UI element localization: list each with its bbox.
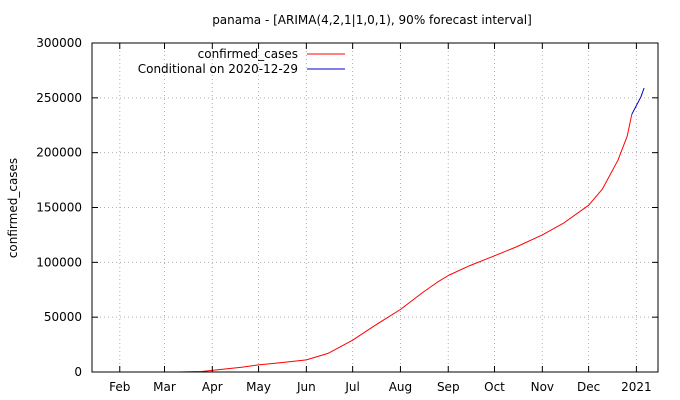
- x-tick-label: 2021: [621, 380, 652, 394]
- y-tick-label: 200000: [36, 146, 82, 160]
- x-tick-labels: Feb Mar Apr May Jun Jul Aug Sep Oct Nov Dec 2021: [109, 380, 652, 394]
- y-tick-label: 100000: [36, 255, 82, 269]
- y-tick-labels: 0 50000 100000 150000 200000 250000 300000: [36, 36, 82, 379]
- x-tick-label: Jul: [344, 380, 359, 394]
- grid: [92, 43, 658, 372]
- x-tick-label: May: [246, 380, 271, 394]
- y-tick-label: 250000: [36, 91, 82, 105]
- x-tick-label: Oct: [484, 380, 505, 394]
- x-tick-label: Apr: [202, 380, 223, 394]
- chart-title: panama - [ARIMA(4,2,1|1,0,1), 90% foreca…: [212, 13, 532, 27]
- x-tick-label: Feb: [109, 380, 130, 394]
- series-line-1: [631, 87, 645, 115]
- series-layer: [178, 87, 645, 373]
- legend: confirmed_cases Conditional on 2020-12-2…: [138, 47, 345, 76]
- y-tick-label: 150000: [36, 201, 82, 215]
- y-tick-label: 0: [74, 365, 82, 379]
- legend-label-conditional: Conditional on 2020-12-29: [138, 62, 298, 76]
- x-tick-label: Sep: [437, 380, 460, 394]
- x-tick-label: Dec: [577, 380, 600, 394]
- series-line-0: [178, 114, 633, 373]
- x-tick-label: Mar: [153, 380, 176, 394]
- legend-label-confirmed-cases: confirmed_cases: [198, 47, 298, 61]
- y-tick-label: 50000: [44, 310, 82, 324]
- ticks: [92, 42, 658, 373]
- x-tick-label: Jun: [296, 380, 316, 394]
- x-tick-label: Nov: [531, 380, 554, 394]
- x-tick-label: Aug: [389, 380, 412, 394]
- y-tick-label: 300000: [36, 36, 82, 50]
- y-axis-title: confirmed_cases: [6, 158, 20, 258]
